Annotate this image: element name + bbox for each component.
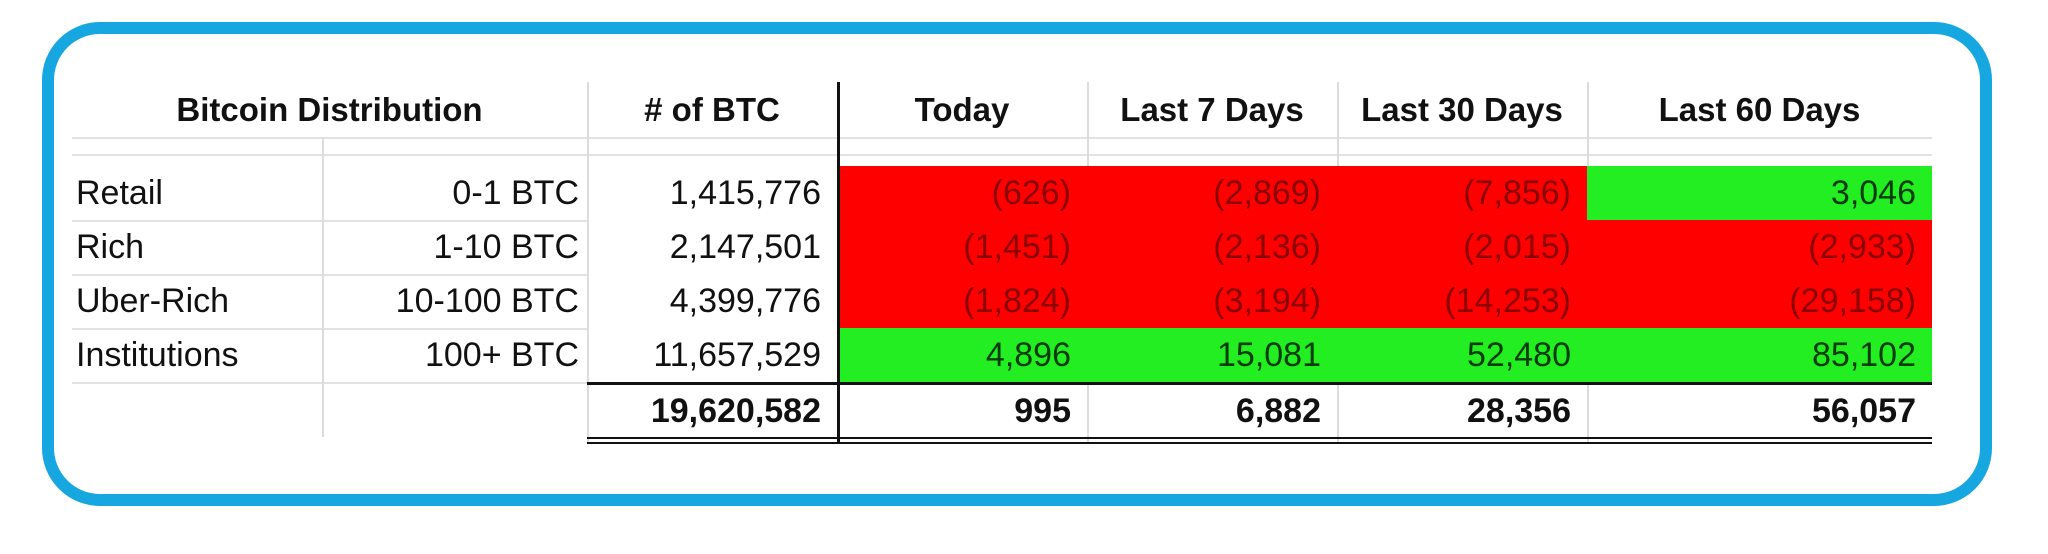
row-group-label: Institutions (76, 335, 239, 374)
total-30d: 28,356 (1467, 391, 1571, 430)
totals-double-rule (587, 437, 1932, 439)
grid-line (587, 82, 589, 442)
totals-double-rule (587, 442, 1932, 444)
btc-value: 1,415,776 (669, 173, 821, 212)
total-btc: 19,620,582 (650, 391, 821, 430)
change-cell: (7,856) (1337, 166, 1587, 220)
btc-value: 2,147,501 (669, 227, 821, 266)
col-header-7d: Last 7 Days (1120, 90, 1304, 128)
change-cell: (1,824) (840, 274, 1087, 328)
change-cell: 85,102 (1587, 328, 1932, 382)
change-cell: 4,896 (840, 328, 1087, 382)
grid-line (72, 154, 1932, 156)
column-divider (837, 82, 840, 444)
btc-value: 4,399,776 (669, 281, 821, 320)
btc-value: 11,657,529 (653, 335, 821, 374)
change-cell: 3,046 (1587, 166, 1932, 220)
total-today: 995 (1014, 391, 1071, 430)
change-cell: 52,480 (1337, 328, 1587, 382)
grid-line (72, 328, 587, 330)
row-range-label: 10-100 BTC (395, 281, 579, 320)
change-cell: (2,136) (1087, 220, 1337, 274)
grid-line (72, 220, 587, 222)
row-group-label: Rich (76, 227, 145, 266)
grid-line (72, 137, 1932, 139)
total-7d: 6,882 (1235, 391, 1321, 430)
col-header-btc: # of BTC (644, 90, 780, 128)
totals-rule (587, 382, 1932, 385)
change-cell: (1,451) (840, 220, 1087, 274)
change-cell: (14,253) (1337, 274, 1587, 328)
col-header-today: Today (914, 90, 1010, 128)
change-cell: (3,194) (1087, 274, 1337, 328)
col-header-30d: Last 30 Days (1361, 90, 1563, 128)
bitcoin-distribution-table: Bitcoin Distribution # of BTC Today Last… (72, 82, 1932, 462)
grid-line (72, 274, 587, 276)
row-range-label: 1-10 BTC (433, 227, 580, 266)
change-cell: 15,081 (1087, 328, 1337, 382)
total-60d: 56,057 (1812, 391, 1916, 430)
row-range-label: 0-1 BTC (452, 173, 579, 212)
row-group-label: Uber-Rich (76, 281, 230, 320)
col-header-60d: Last 60 Days (1658, 90, 1861, 128)
change-cell: (626) (840, 166, 1087, 220)
row-range-label: 100+ BTC (424, 335, 579, 374)
grid-line (322, 137, 324, 437)
row-group-label: Retail (76, 173, 163, 212)
change-cell: (29,158) (1587, 274, 1932, 328)
change-cell: (2,933) (1587, 220, 1932, 274)
change-cell: (2,869) (1087, 166, 1337, 220)
table-title: Bitcoin Distribution (176, 90, 483, 128)
change-cell: (2,015) (1337, 220, 1587, 274)
